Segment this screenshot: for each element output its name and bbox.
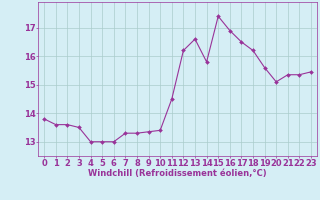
X-axis label: Windchill (Refroidissement éolien,°C): Windchill (Refroidissement éolien,°C) [88,169,267,178]
